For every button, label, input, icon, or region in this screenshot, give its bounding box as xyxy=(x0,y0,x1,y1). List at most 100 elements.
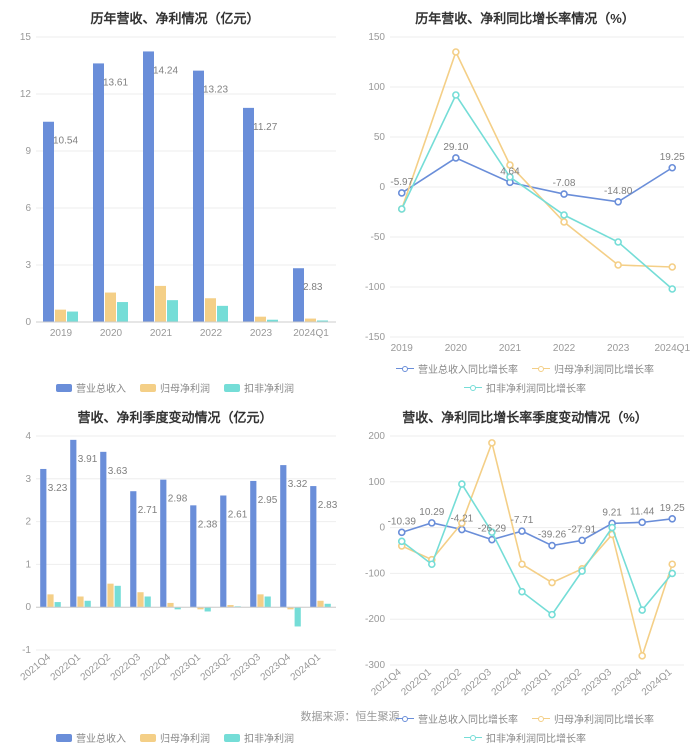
legend-item: 扣非净利润同比增长率 xyxy=(464,730,586,745)
svg-text:2024Q1: 2024Q1 xyxy=(293,328,329,339)
legend-swatch xyxy=(464,734,482,742)
svg-text:2020: 2020 xyxy=(445,343,468,354)
svg-text:2019: 2019 xyxy=(50,328,73,339)
svg-text:150: 150 xyxy=(368,32,385,43)
legend-swatch xyxy=(140,734,156,742)
svg-text:2023Q1: 2023Q1 xyxy=(169,652,204,684)
svg-text:19.25: 19.25 xyxy=(660,503,685,514)
svg-text:-100: -100 xyxy=(365,568,385,579)
svg-text:2.61: 2.61 xyxy=(228,509,248,520)
svg-text:-5.97: -5.97 xyxy=(390,177,413,188)
legend-label: 营业总收入 xyxy=(76,730,126,745)
svg-text:2.83: 2.83 xyxy=(318,500,338,511)
chart-quarter-bar: -1012343.233.913.632.712.982.382.612.953… xyxy=(6,430,344,728)
svg-text:2022Q4: 2022Q4 xyxy=(490,667,525,699)
svg-text:2: 2 xyxy=(25,517,31,528)
legend-quarter-line: 营业总收入同比增长率 归母净利润同比增长率扣非净利润同比增长率 xyxy=(356,709,694,745)
svg-text:6: 6 xyxy=(25,203,31,214)
svg-text:2022Q3: 2022Q3 xyxy=(109,652,144,684)
svg-text:2023Q4: 2023Q4 xyxy=(610,667,645,699)
legend-label: 归母净利润同比增长率 xyxy=(554,361,654,376)
svg-text:2019: 2019 xyxy=(391,343,414,354)
svg-text:2024Q1: 2024Q1 xyxy=(654,343,690,354)
svg-text:2021: 2021 xyxy=(150,328,173,339)
legend-item: 营业总收入 xyxy=(56,380,126,395)
svg-text:-14.80: -14.80 xyxy=(604,186,633,197)
svg-text:2023Q3: 2023Q3 xyxy=(580,667,615,699)
svg-text:3.63: 3.63 xyxy=(108,466,128,477)
svg-text:2022Q4: 2022Q4 xyxy=(139,652,174,684)
svg-text:-7.08: -7.08 xyxy=(553,178,576,189)
legend-item: 扣非净利润 xyxy=(224,380,294,395)
legend-label: 归母净利润同比增长率 xyxy=(554,711,654,726)
panel-quarter-line: 营收、净利同比增长率季度变动情况（%） -300-200-1000100200-… xyxy=(350,399,700,749)
svg-text:-50: -50 xyxy=(371,232,386,243)
svg-text:-1: -1 xyxy=(22,645,31,656)
svg-text:15: 15 xyxy=(20,32,32,43)
legend-item: 归母净利润 xyxy=(140,730,210,745)
legend-swatch xyxy=(56,734,72,742)
svg-text:29.10: 29.10 xyxy=(443,142,468,153)
title-annual-line: 历年营收、净利同比增长率情况（%） xyxy=(356,8,694,27)
svg-text:3.91: 3.91 xyxy=(78,454,98,465)
svg-text:2022Q1: 2022Q1 xyxy=(399,667,434,699)
svg-text:-300: -300 xyxy=(365,660,385,671)
legend-label: 营业总收入 xyxy=(76,380,126,395)
svg-text:2.95: 2.95 xyxy=(258,495,278,506)
svg-text:2022Q2: 2022Q2 xyxy=(429,667,464,699)
legend-annual-bar: 营业总收入归母净利润扣非净利润 xyxy=(6,378,344,395)
svg-text:12: 12 xyxy=(20,89,32,100)
svg-text:4: 4 xyxy=(25,431,31,442)
svg-text:2022Q1: 2022Q1 xyxy=(49,652,84,684)
svg-text:100: 100 xyxy=(368,82,385,93)
legend-item: 扣非净利润 xyxy=(224,730,294,745)
legend-quarter-bar: 营业总收入 归母净利润扣非净利润 xyxy=(6,728,344,745)
svg-text:13.23: 13.23 xyxy=(203,85,228,96)
svg-text:2022Q2: 2022Q2 xyxy=(79,652,114,684)
svg-text:11.44: 11.44 xyxy=(630,506,655,517)
svg-text:2022: 2022 xyxy=(553,343,576,354)
svg-text:2023Q1: 2023Q1 xyxy=(520,667,555,699)
legend-label: 营业总收入同比增长率 xyxy=(418,711,518,726)
svg-text:0: 0 xyxy=(379,523,385,534)
svg-text:10.29: 10.29 xyxy=(419,507,444,518)
svg-text:2024Q1: 2024Q1 xyxy=(289,652,324,684)
chart-annual-line: -150-100-50050100150-5.9729.104.64-7.08-… xyxy=(356,31,694,359)
svg-text:11.27: 11.27 xyxy=(253,122,278,133)
svg-text:100: 100 xyxy=(368,477,385,488)
svg-text:2023Q2: 2023Q2 xyxy=(199,652,234,684)
svg-text:4.64: 4.64 xyxy=(500,166,520,177)
legend-swatch xyxy=(532,365,550,373)
svg-text:13.61: 13.61 xyxy=(103,77,128,88)
svg-text:50: 50 xyxy=(374,132,386,143)
svg-text:10.54: 10.54 xyxy=(53,136,78,147)
svg-text:-26.29: -26.29 xyxy=(478,524,507,535)
legend-item: 扣非净利润同比增长率 xyxy=(464,380,586,395)
chart-grid: 历年营收、净利情况（亿元） 0369121510.5413.6114.2413.… xyxy=(0,0,700,700)
legend-item: 归母净利润同比增长率 xyxy=(532,711,654,726)
svg-text:0: 0 xyxy=(25,317,31,328)
legend-annual-line: 营业总收入同比增长率 归母净利润同比增长率扣非净利润同比增长率 xyxy=(356,359,694,395)
legend-label: 扣非净利润 xyxy=(244,380,294,395)
svg-text:2023Q4: 2023Q4 xyxy=(259,652,294,684)
svg-text:2021Q4: 2021Q4 xyxy=(369,667,404,699)
legend-item: 归母净利润同比增长率 xyxy=(532,361,654,376)
svg-text:200: 200 xyxy=(368,431,385,442)
svg-text:2022: 2022 xyxy=(200,328,223,339)
svg-text:2023Q3: 2023Q3 xyxy=(229,652,264,684)
legend-label: 营业总收入同比增长率 xyxy=(418,361,518,376)
svg-text:9: 9 xyxy=(25,146,31,157)
legend-swatch xyxy=(224,734,240,742)
title-annual-bar: 历年营收、净利情况（亿元） xyxy=(6,8,344,27)
chart-annual-bar: 0369121510.5413.6114.2413.2311.272.83201… xyxy=(6,31,344,378)
svg-text:2.71: 2.71 xyxy=(138,505,158,516)
legend-swatch xyxy=(224,384,240,392)
legend-swatch xyxy=(532,715,550,723)
legend-label: 归母净利润 xyxy=(160,730,210,745)
svg-text:9.21: 9.21 xyxy=(602,507,622,518)
legend-swatch xyxy=(396,715,414,723)
legend-swatch xyxy=(56,384,72,392)
svg-text:2.38: 2.38 xyxy=(198,519,218,530)
svg-text:3: 3 xyxy=(25,260,31,271)
svg-text:2.98: 2.98 xyxy=(168,494,188,505)
